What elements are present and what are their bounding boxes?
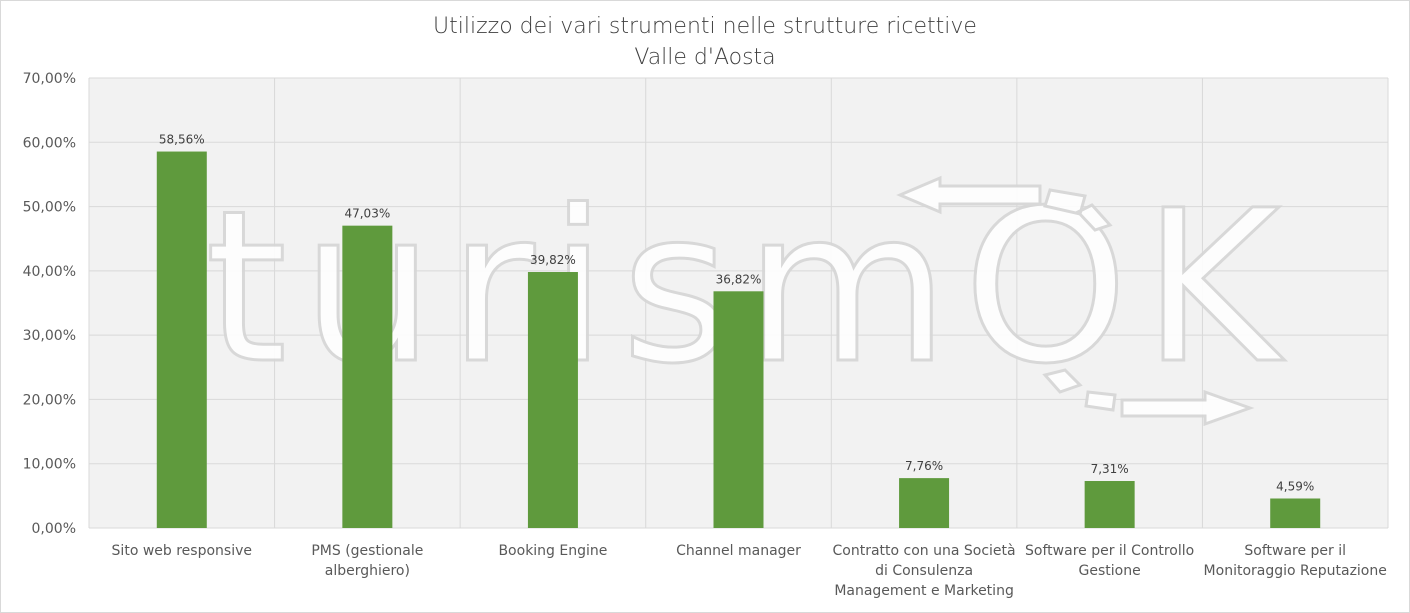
data-label: 7,76%: [905, 459, 943, 473]
y-tick-label: 60,00%: [23, 135, 76, 151]
x-tick-label: Channel manager: [676, 543, 801, 559]
x-tick-label: Contratto con una Società: [833, 543, 1016, 559]
watermark-arrow-bottom: [1042, 368, 1255, 427]
y-tick-label: 10,00%: [23, 457, 76, 473]
chart-title-line-1: Utilizzo dei vari strumenti nelle strutt…: [433, 14, 977, 39]
x-tick-label: di Consulenza: [875, 563, 973, 579]
chart-title-line-2: Valle d'Aosta: [634, 45, 775, 70]
bar: [527, 272, 578, 528]
y-tick-label: 20,00%: [23, 392, 76, 408]
bar: [1084, 481, 1135, 528]
data-label: 47,03%: [344, 207, 390, 221]
data-labels: 58,56% 47,03% 39,82% 36,82% 7,76% 7,31% 4,59%: [159, 133, 1314, 494]
x-tick-label: Gestione: [1079, 563, 1141, 579]
y-tick-label: 50,00%: [23, 200, 76, 216]
bars: [156, 151, 1321, 529]
x-tick-label: Software per il Controllo: [1025, 543, 1194, 559]
data-label: 7,31%: [1091, 462, 1129, 476]
x-tick-label: Booking Engine: [498, 543, 607, 559]
bar: [1270, 498, 1321, 528]
x-tick-label: Monitoraggio Reputazione: [1204, 563, 1387, 579]
data-label: 36,82%: [716, 272, 762, 286]
data-label: 39,82%: [530, 253, 576, 267]
bar: [713, 291, 764, 528]
watermark-arrow-top: [896, 175, 1113, 232]
x-tick-label: Management e Marketing: [834, 583, 1014, 599]
x-tick-label: alberghiero): [325, 563, 410, 579]
x-tick-label: Software per il: [1244, 543, 1346, 559]
y-tick-label: 0,00%: [32, 521, 76, 537]
x-tick-label: PMS (gestionale: [311, 543, 423, 559]
bar: [899, 478, 950, 528]
x-tick-label: Sito web responsive: [112, 543, 252, 559]
y-tick-label: 40,00%: [23, 264, 76, 280]
y-tick-label: 70,00%: [23, 71, 76, 87]
x-axis: Sito web responsive PMS (gestionale alberg…: [112, 543, 1387, 599]
bar: [342, 225, 393, 528]
y-tick-label: 30,00%: [23, 328, 76, 344]
bar: [156, 151, 207, 529]
y-axis: 0,00% 10,00% 20,00% 30,00% 40,00% 50,00% 60,00…: [23, 71, 76, 537]
data-label: 4,59%: [1276, 479, 1314, 493]
data-label: 58,56%: [159, 133, 205, 147]
